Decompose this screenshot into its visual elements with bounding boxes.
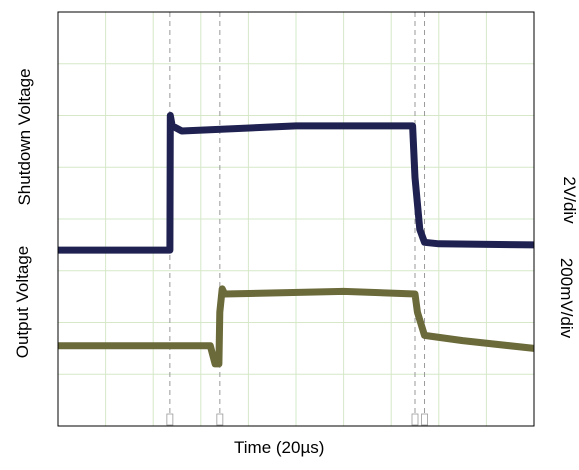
cursor-marker [421, 413, 428, 426]
ylabel-upper: Shutdown Voltage [15, 68, 34, 206]
scale-upper: 2V/div [560, 176, 579, 224]
scope-traces [58, 112, 535, 368]
trace-series-1 [58, 285, 535, 368]
scope-grid [58, 12, 534, 426]
plot-frame [57, 11, 535, 427]
scale-lower: 200mV/div [557, 257, 576, 339]
trace-series-0 [58, 112, 535, 254]
xlabel: Time (20µs) [234, 438, 325, 457]
cursor-marker [216, 413, 224, 426]
cursor-marker [166, 413, 174, 426]
cursor-marker [411, 413, 419, 426]
ylabel-lower: Output Voltage [13, 245, 32, 359]
